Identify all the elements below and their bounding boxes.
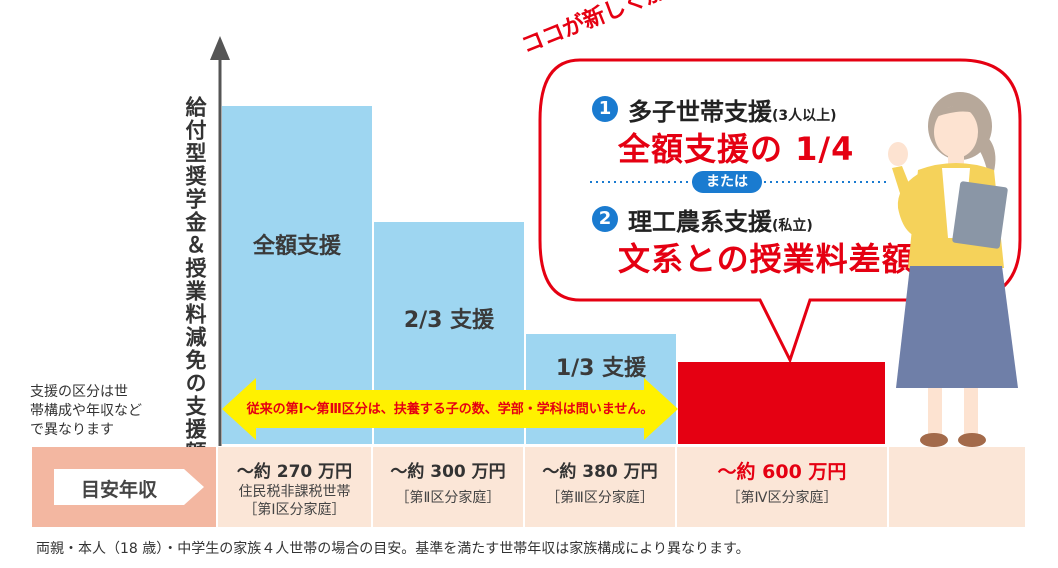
bar-label: 1/3 支援 <box>555 356 647 381</box>
income-division: ［第Ⅱ区分家庭］ <box>395 490 501 506</box>
item1-title-note: (3人以上) <box>772 108 837 124</box>
woman-illustration <box>888 92 1018 447</box>
income-value: ～約 300 万円 <box>390 462 506 482</box>
income-col: ～約 600 万円 ［第Ⅳ区分家庭］ <box>677 447 887 527</box>
item2-number-badge: 2 <box>592 206 618 232</box>
item1-big-text: 全額支援の 1/4 <box>618 130 855 168</box>
item2-title-text: 理工農系支援 <box>628 208 772 236</box>
income-header: 目安年収 <box>32 447 216 527</box>
income-value: ～約 270 万円 <box>236 462 353 482</box>
or-badge: または <box>692 171 762 193</box>
income-header-arrow <box>54 469 204 505</box>
income-col: ～約 380 万円 ［第Ⅲ区分家庭］ <box>525 447 675 527</box>
income-col-empty <box>889 447 1025 527</box>
item1-title: 多子世帯支援(3人以上) <box>628 92 837 127</box>
footnote: 両親・本人（18 歳）・中学生の家族４人世帯の場合の目安。基準を満たす世帯年収は… <box>36 541 750 557</box>
bar-label: 2/3 支援 <box>403 308 495 333</box>
income-division: ［第Ⅲ区分家庭］ <box>546 490 654 506</box>
item1-number-badge: 1 <box>592 96 618 122</box>
income-value: ～約 380 万円 <box>542 462 658 482</box>
income-detail: 住民税非課税世帯 <box>238 484 351 500</box>
income-col: ～約 300 万円 ［第Ⅱ区分家庭］ <box>373 447 523 527</box>
division-note-line: で異なります <box>30 422 114 438</box>
item2-title: 理工農系支援(私立) <box>628 202 813 237</box>
income-value: ～約 600 万円 <box>717 461 847 483</box>
scope-arrow <box>222 378 678 440</box>
division-note: 支援の区分は世 帯構成や年収など で異なります <box>30 383 180 440</box>
item1-title-text: 多子世帯支援 <box>628 98 772 126</box>
item2-title-note: (私立) <box>772 218 813 234</box>
income-col: ～約 270 万円 住民税非課税世帯 ［第Ⅰ区分家庭］ <box>218 447 371 527</box>
y-axis <box>210 36 230 446</box>
bar-4 <box>678 362 885 444</box>
bar-label: 全額支援 <box>252 234 341 259</box>
division-note-line: 支援の区分は世 <box>30 384 128 400</box>
income-division: ［第Ⅰ区分家庭］ <box>243 502 346 518</box>
y-axis-label: 給付型奨学金＆授業料減免の支援額 <box>183 96 207 464</box>
item2-big-text: 文系との授業料差額 <box>618 240 915 278</box>
scope-arrow-text: 従来の第Ⅰ～第Ⅲ区分は、扶養する子の数、学部・学科は問いません。 <box>246 402 654 417</box>
speech-bubble <box>538 58 1022 364</box>
income-division: ［第Ⅳ区分家庭］ <box>726 490 838 506</box>
division-note-line: 帯構成や年収など <box>30 403 142 419</box>
income-header-label: 目安年収 <box>80 479 157 501</box>
